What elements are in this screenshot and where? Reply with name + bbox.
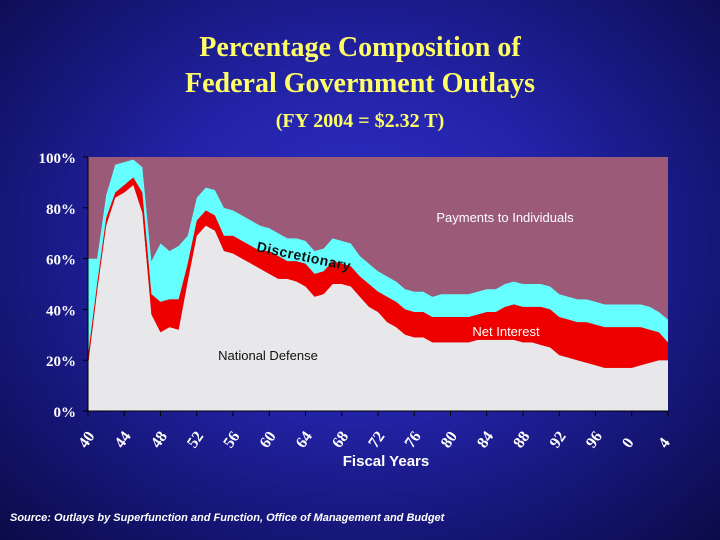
annotation-payments-to-individuals: Payments to Individuals (436, 210, 574, 225)
y-tick-label: 40% (46, 303, 76, 319)
x-tick-label: 56 (220, 428, 243, 451)
y-tick-label: 100% (39, 151, 77, 167)
chart-title-line-1: Percentage Composition of (199, 32, 521, 63)
x-tick-label: 0 (619, 435, 638, 451)
chart-subtitle: (FY 2004 = $2.32 T) (275, 110, 445, 132)
x-tick-label: 60 (257, 428, 280, 451)
y-tick-label: 80% (46, 202, 76, 218)
x-tick-label: 64 (293, 428, 316, 451)
x-tick-label: 84 (474, 428, 497, 451)
x-tick-label: 4 (655, 435, 674, 451)
x-axis: 40 44 48 52 56 60 64 68 72 76 80 84 88 92 96 0 4 (75, 410, 674, 451)
x-tick-label: 92 (547, 428, 570, 451)
x-tick-label: 52 (184, 428, 207, 451)
x-tick-label: 48 (148, 428, 171, 451)
x-tick-label: 72 (365, 428, 388, 451)
area-net-interest (88, 177, 668, 368)
x-tick-label: 96 (583, 428, 606, 451)
x-tick-label: 68 (329, 428, 352, 451)
source-note: Source: Outlays by Superfunction and Fun… (10, 512, 445, 524)
y-tick-label: 20% (46, 354, 76, 370)
area-national-defense (88, 184, 668, 411)
y-tick-label: 60% (46, 253, 76, 269)
x-tick-label: 76 (402, 428, 425, 451)
y-tick-label: 0% (54, 405, 77, 421)
x-tick-label: 80 (438, 428, 461, 451)
y-axis: 0% 20% 40% 60% 80% 100% (39, 151, 89, 421)
x-axis-title: Fiscal Years (343, 453, 429, 470)
x-tick-label: 40 (75, 428, 98, 451)
annotation-net-interest: Net Interest (472, 324, 540, 339)
x-tick-label: 88 (510, 428, 533, 451)
area-payments-to-individuals (88, 157, 668, 320)
area-discretionary (88, 159, 668, 356)
area-series-group (88, 157, 668, 411)
annotation-national-defense: National Defense (218, 348, 318, 363)
x-tick-label: 44 (112, 428, 135, 451)
chart-title-line-2: Federal Government Outlays (185, 68, 535, 99)
